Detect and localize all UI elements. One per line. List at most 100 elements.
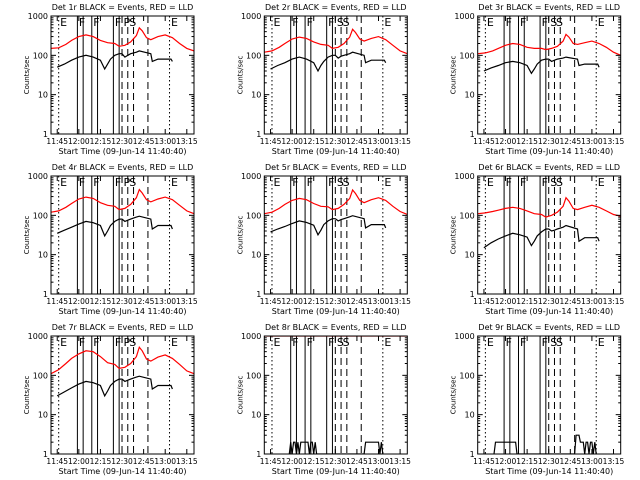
x-tick-label: 12:30: [325, 137, 347, 146]
x-tick-label: 12:00: [68, 137, 90, 146]
marker-label: P: [124, 176, 131, 189]
marker-label: S: [556, 16, 563, 29]
marker-label: E: [384, 16, 391, 29]
marker-label: F: [307, 176, 313, 189]
y-tick-label: 10: [465, 251, 475, 260]
lld-series-line: [51, 188, 194, 215]
x-axis-label: Start Time (09-Jun-14 11:40:40): [485, 467, 613, 476]
x-tick-label: 12:30: [538, 137, 560, 146]
y-tick-label: 100: [459, 371, 474, 380]
series-group: [51, 345, 194, 398]
y-tick-label: 10: [251, 411, 261, 420]
y-tick-label: 100: [33, 211, 48, 220]
x-tick-label: 11:45: [260, 297, 282, 306]
events-series-line: [483, 56, 600, 75]
marker-label: E: [273, 176, 280, 189]
events-series-line: [493, 434, 597, 454]
x-tick-label: 12:45: [346, 457, 368, 466]
x-tick-label: 13:00: [581, 297, 603, 306]
y-tick-label: 10: [465, 411, 475, 420]
marker-label: F: [506, 336, 512, 349]
marker-label: S: [556, 176, 563, 189]
x-tick-label: 12:30: [111, 457, 133, 466]
x-tick-label: 11:45: [473, 137, 495, 146]
y-tick-label: 1: [256, 450, 261, 459]
panel-title: Det 1r BLACK = Events, RED = LLD: [52, 3, 194, 12]
marker-label: E: [487, 336, 494, 349]
marker-label: F: [292, 336, 298, 349]
x-axis-label: Start Time (09-Jun-14 11:40:40): [272, 147, 400, 156]
lld-series-line: [51, 26, 194, 52]
y-axis-label: Counts/sec: [236, 56, 244, 95]
y-tick-label: 1000: [28, 12, 48, 21]
events-series-line: [56, 50, 173, 71]
y-tick-label: 100: [459, 51, 474, 60]
x-tick-label: 13:15: [603, 297, 625, 306]
x-axis-label: Start Time (09-Jun-14 11:40:40): [59, 467, 187, 476]
x-tick-label: 11:45: [46, 297, 68, 306]
x-tick-label: 13:00: [581, 137, 603, 146]
y-tick-label: 1000: [454, 332, 474, 341]
marker-label: E: [384, 336, 391, 349]
x-tick-label: 12:15: [303, 297, 325, 306]
marker-label: F: [292, 16, 298, 29]
marker-label: S: [129, 336, 136, 349]
y-axis-label: Counts/sec: [23, 216, 31, 255]
marker-label: E: [60, 176, 67, 189]
y-tick-label: 1000: [241, 12, 261, 21]
x-tick-label: 13:00: [154, 137, 176, 146]
x-tick-label: 13:15: [389, 137, 411, 146]
marker-label: F: [542, 336, 548, 349]
y-tick-label: 100: [33, 371, 48, 380]
lld-series-line: [477, 33, 621, 56]
panel-title: Det 9r BLACK = Events, RED = LLD: [478, 323, 620, 332]
marker-label: E: [598, 16, 605, 29]
x-tick-label: 13:00: [368, 137, 390, 146]
marker-label: E: [598, 176, 605, 189]
x-tick-label: 12:15: [303, 137, 325, 146]
marker-label: S: [129, 176, 136, 189]
y-tick-label: 10: [38, 411, 48, 420]
y-tick-label: 1: [470, 450, 475, 459]
marker-label: F: [542, 176, 548, 189]
x-tick-label: 13:00: [368, 457, 390, 466]
y-axis-label: Counts/sec: [450, 56, 458, 95]
x-axis-label: Start Time (09-Jun-14 11:40:40): [272, 307, 400, 316]
y-tick-label: 1000: [454, 172, 474, 181]
x-tick-label: 13:15: [176, 457, 198, 466]
x-tick-label: 13:15: [176, 297, 198, 306]
events-series-line: [270, 51, 387, 73]
x-tick-label: 12:15: [516, 297, 538, 306]
y-tick-label: 1000: [454, 12, 474, 21]
marker-label: S: [343, 16, 350, 29]
marker-label: F: [520, 16, 526, 29]
y-tick-label: 1000: [28, 332, 48, 341]
series-group: [264, 188, 408, 237]
y-tick-label: 10: [38, 251, 48, 260]
x-tick-label: 12:45: [560, 457, 582, 466]
marker-label: P: [124, 336, 131, 349]
x-tick-label: 12:30: [111, 137, 133, 146]
panel-title: Det 6r BLACK = Events, RED = LLD: [478, 163, 620, 172]
panel-title: Det 2r BLACK = Events, RED = LLD: [265, 3, 407, 12]
y-tick-label: 1: [256, 290, 261, 299]
x-tick-label: 12:00: [495, 297, 517, 306]
y-tick-label: 1000: [241, 332, 261, 341]
marker-label: E: [487, 176, 494, 189]
marker-label: E: [171, 336, 178, 349]
panel-title: Det 7r BLACK = Events, RED = LLD: [52, 323, 194, 332]
events-series-line: [483, 224, 600, 249]
x-tick-label: 13:15: [389, 457, 411, 466]
x-tick-label: 12:00: [495, 137, 517, 146]
marker-label: E: [60, 16, 67, 29]
y-tick-label: 1: [43, 130, 48, 139]
x-tick-label: 11:45: [260, 137, 282, 146]
x-tick-label: 13:15: [603, 457, 625, 466]
marker-label: F: [328, 336, 334, 349]
x-tick-label: 12:15: [303, 457, 325, 466]
y-tick-label: 100: [246, 371, 261, 380]
